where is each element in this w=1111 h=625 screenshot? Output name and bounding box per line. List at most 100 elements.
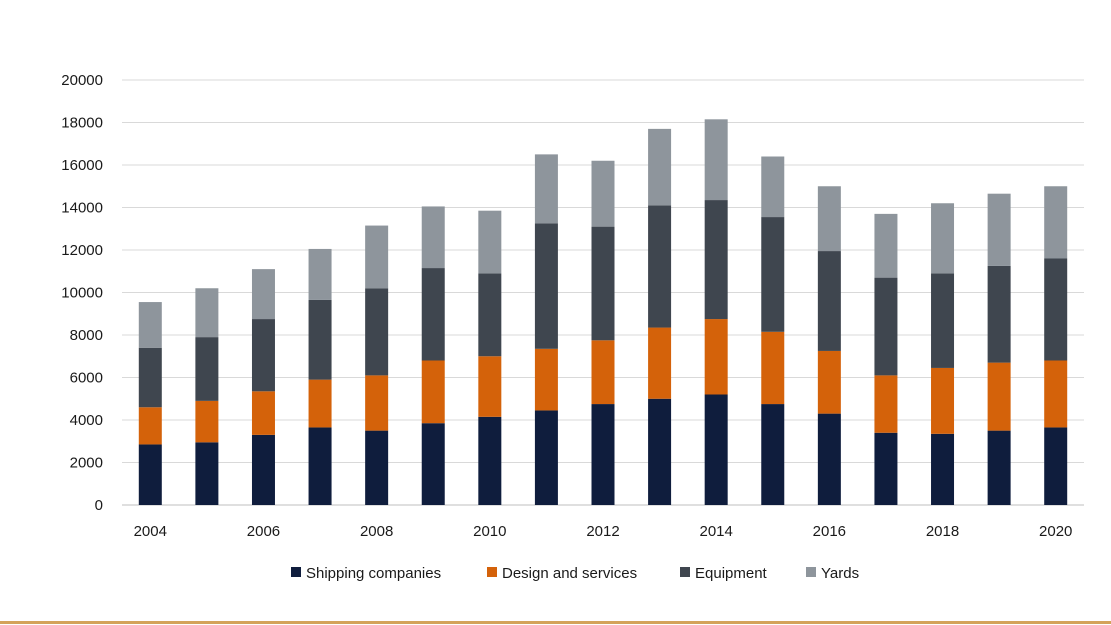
y-tick-label: 4000 [70,412,103,429]
bar-segment-yards [874,213,898,278]
bar-segment-yards [817,186,841,252]
legend-swatch [806,567,816,577]
bar-segment-shipping-companies [931,433,955,505]
bar-segment-design-and-services [648,327,672,399]
bar-stack-2013 [648,128,672,505]
x-tick-label: 2008 [360,523,393,540]
bar-segment-shipping-companies [308,427,332,505]
bar-segment-yards [195,288,219,338]
bars [138,119,1068,505]
x-tick-label: 2020 [1039,523,1072,540]
bar-segment-design-and-services [421,360,445,424]
bar-segment-equipment [1044,258,1068,361]
bar-segment-shipping-companies [421,423,445,505]
bar-segment-yards [251,269,275,320]
bar-segment-shipping-companies [761,404,785,505]
bar-segment-yards [648,128,672,206]
y-tick-label: 10000 [61,285,103,302]
bar-stack-2016 [817,186,841,505]
legend-swatch [680,567,690,577]
bar-stack-2011 [534,154,558,505]
x-tick-label: 2018 [926,523,959,540]
bar-stack-2014 [704,119,728,505]
bar-segment-equipment [365,288,389,376]
bar-stack-2020 [1044,186,1068,505]
bar-stack-2006 [251,269,275,505]
x-tick-label: 2004 [134,523,167,540]
bar-segment-design-and-services [591,340,615,405]
bar-segment-equipment [138,347,162,408]
x-tick-label: 2006 [247,523,280,540]
bar-segment-equipment [534,223,558,349]
bottom-divider [0,621,1111,624]
legend-label: Design and services [502,565,637,582]
legend: Shipping companies Design and services Equ… [291,565,859,582]
y-tick-label: 14000 [61,200,103,217]
legend-label: Shipping companies [306,565,441,582]
bar-segment-shipping-companies [195,442,219,505]
legend-label: Yards [821,565,859,582]
bar-segment-equipment [931,273,955,368]
bar-segment-design-and-services [931,367,955,434]
bar-segment-shipping-companies [138,444,162,505]
bar-stack-2010 [478,210,502,505]
bar-segment-yards [308,248,332,300]
bar-segment-equipment [251,319,275,392]
bar-segment-yards [421,206,445,269]
bar-segment-shipping-companies [817,413,841,505]
bar-segment-equipment [987,265,1011,363]
bar-stack-2008 [365,225,389,505]
bar-segment-equipment [195,337,219,401]
x-tick-label: 2016 [813,523,846,540]
bar-stack-2009 [421,206,445,505]
bar-stack-2004 [138,302,162,505]
bar-segment-yards [138,302,162,348]
bar-stack-2015 [761,156,785,505]
bar-segment-shipping-companies [874,432,898,505]
bar-segment-yards [761,156,785,218]
y-tick-label: 18000 [61,115,103,132]
bar-segment-equipment [421,268,445,361]
y-tick-label: 2000 [70,455,103,472]
bar-segment-equipment [308,299,332,380]
bar-segment-shipping-companies [704,394,728,505]
bar-segment-design-and-services [1044,360,1068,428]
bar-segment-yards [365,225,389,289]
legend-item: Yards [806,565,859,582]
bar-segment-shipping-companies [251,434,275,505]
bar-segment-yards [987,193,1011,266]
legend-item: Design and services [487,565,637,582]
bar-stack-2019 [987,193,1011,505]
bar-segment-shipping-companies [365,430,389,505]
bar-segment-shipping-companies [987,430,1011,505]
bar-segment-yards [704,119,728,201]
bar-stack-2012 [591,160,615,505]
bar-segment-yards [1044,186,1068,259]
bar-segment-equipment [648,205,672,328]
bar-segment-equipment [478,273,502,357]
bar-segment-shipping-companies [648,398,672,505]
bar-segment-design-and-services [987,362,1011,431]
bar-segment-design-and-services [195,400,219,443]
bar-segment-yards [931,203,955,274]
y-tick-label: 12000 [61,242,103,259]
bar-segment-equipment [817,251,841,351]
bar-stack-2018 [931,203,955,505]
bar-segment-shipping-companies [478,416,502,505]
legend-item: Shipping companies [291,565,441,582]
bar-segment-design-and-services [817,350,841,414]
bar-segment-shipping-companies [591,404,615,505]
bar-segment-equipment [874,277,898,376]
bar-segment-yards [534,154,558,224]
legend-swatch [291,567,301,577]
bar-stack-2007 [308,248,332,505]
bar-segment-shipping-companies [534,410,558,505]
bar-segment-equipment [761,217,785,332]
y-tick-label: 20000 [61,72,103,89]
bar-segment-design-and-services [138,407,162,445]
x-axis-tick-labels: 2004 2006 2008 2010 2012 2014 2016 2018 2020 [134,523,1073,540]
y-tick-label: 8000 [70,327,103,344]
bar-segment-design-and-services [478,356,502,417]
bar-segment-equipment [591,226,615,341]
